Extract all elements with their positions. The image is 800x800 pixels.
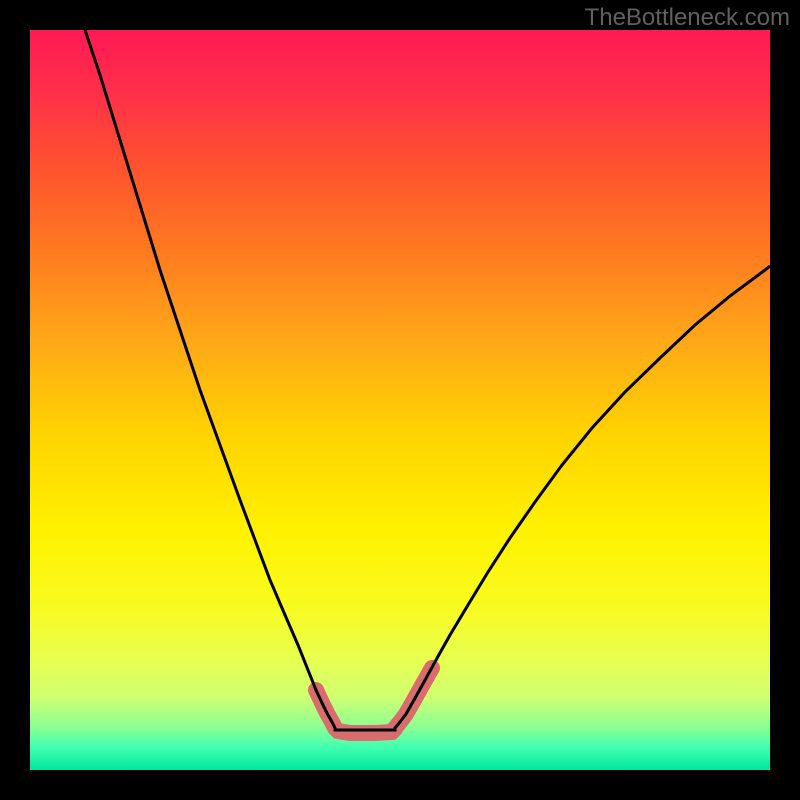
plot-area [30, 30, 770, 770]
chart-frame: TheBottleneck.com [0, 0, 800, 800]
watermark-text: TheBottleneck.com [585, 4, 790, 32]
bottleneck-curve [30, 30, 770, 770]
